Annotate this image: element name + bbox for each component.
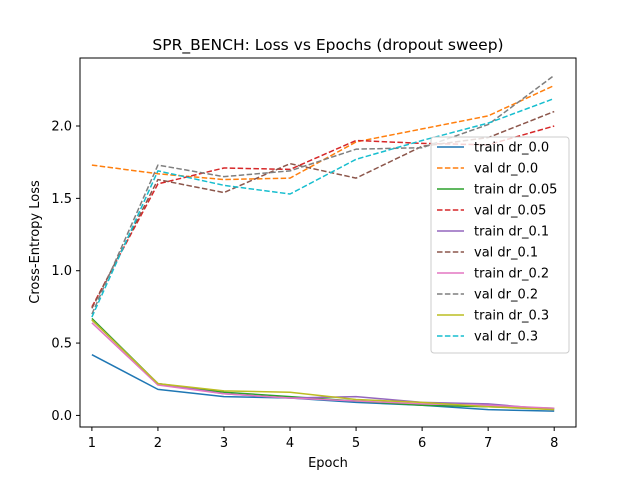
x-tick-label: 1 [88, 436, 96, 451]
series-line [91, 74, 555, 315]
legend-label: train dr_0.0 [474, 141, 549, 156]
legend-label: val dr_0.1 [474, 246, 538, 261]
y-tick-label: 0.5 [51, 337, 72, 352]
legend-label: train dr_0.3 [474, 309, 549, 324]
legend-label: train dr_0.1 [474, 225, 549, 240]
y-tick-label: 1.0 [51, 264, 72, 279]
x-tick-label: 4 [286, 436, 294, 451]
series-line [91, 110, 555, 309]
x-axis: 1 2 3 4 5 6 7 8 [88, 427, 558, 451]
x-tick-label: 7 [484, 436, 492, 451]
legend-label: val dr_0.0 [474, 162, 538, 177]
legend-box [430, 136, 570, 354]
chart-title: SPR_BENCH: Loss vs Epochs (dropout sweep… [152, 36, 503, 55]
legend-label: train dr_0.2 [474, 267, 549, 282]
y-tick-label: 0.0 [51, 409, 72, 424]
x-tick-label: 6 [418, 436, 426, 451]
y-tick-label: 1.5 [51, 192, 72, 207]
y-axis: 0.0 0.5 1.0 1.5 2.0 [51, 120, 80, 424]
series-line [91, 353, 555, 412]
x-axis-label: Epoch [308, 456, 348, 471]
series-line [91, 319, 555, 411]
plot-area [79, 57, 577, 428]
legend-label: val dr_0.2 [474, 288, 538, 303]
x-tick-label: 5 [352, 436, 360, 451]
y-tick-label: 2.0 [51, 120, 72, 135]
series-line [91, 84, 555, 181]
series-line [91, 322, 555, 409]
x-tick-label: 2 [154, 436, 162, 451]
series-line [91, 97, 555, 318]
legend-label: val dr_0.3 [474, 330, 538, 345]
legend-label: val dr_0.05 [474, 204, 546, 219]
x-tick-label: 8 [550, 436, 558, 451]
y-axis-label: Cross-Entropy Loss [28, 180, 43, 304]
x-tick-label: 3 [220, 436, 228, 451]
legend-label: train dr_0.05 [474, 183, 557, 198]
plot-frame [79, 57, 577, 428]
